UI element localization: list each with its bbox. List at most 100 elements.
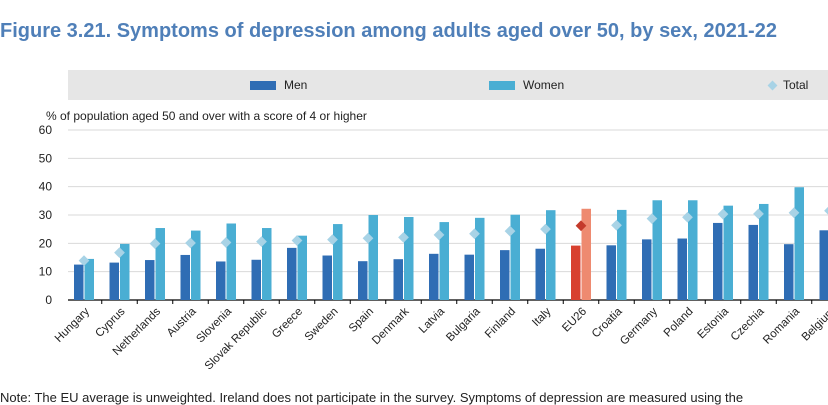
bar-women [759,203,769,300]
bar-women [368,215,378,300]
marker-total [362,232,374,244]
marker-total [788,207,800,219]
bar-men [429,253,439,300]
bar-women [191,230,201,300]
bar-women [120,243,130,300]
y-tick-label: 30 [39,208,53,222]
legend-swatch-women [489,80,515,90]
x-tick-label: Greece [270,306,305,341]
bar-men [216,261,226,300]
bar-men [322,255,332,300]
bar-men [606,245,616,300]
bar-men [251,259,261,300]
x-tick-label: Latvia [417,305,448,336]
bar-women [652,200,662,300]
marker-total [398,232,409,243]
marker-total [327,234,338,246]
bar-men [784,244,794,300]
bar-men [748,224,758,300]
bar-men [109,262,119,300]
x-tick-label: Finland [483,306,518,341]
legend-item-women: Women [489,70,564,100]
marker-total [149,238,161,249]
marker-total [540,223,551,235]
bar-women [262,228,272,300]
y-tick-label: 60 [39,123,53,137]
y-tick-label: 40 [39,180,53,194]
marker-total [256,236,267,248]
marker-total [575,220,587,232]
x-tick-label: Belgium [800,306,828,344]
x-tick-label: Estonia [696,305,732,341]
bar-women [226,223,236,300]
bar-women [510,214,520,300]
bar-women [84,258,94,300]
x-tick-label: Austria [165,305,199,339]
bar-women [439,222,449,300]
bar-women [581,208,591,300]
marker-total [646,213,658,225]
bar-men [464,254,474,300]
marker-total [824,205,828,217]
chart-legend: Men Women Total [68,70,828,100]
bar-men [74,264,84,300]
y-tick-label: 10 [39,265,53,279]
bar-women [617,209,627,300]
bar-women [297,235,307,300]
x-tick-label: Slovak Republic [203,305,270,372]
legend-swatch-men [250,80,276,90]
marker-total [114,247,125,259]
y-axis-label: % of population aged 50 and over with a … [46,109,367,123]
bar-women [404,216,414,300]
x-tick-label: Hungary [53,305,92,344]
x-tick-label: Bulgaria [444,305,483,344]
bar-men [819,230,828,300]
y-tick-label: 0 [45,293,52,307]
x-tick-label: Poland [662,306,696,340]
x-tick-label: Denmark [370,305,412,347]
marker-total [185,237,196,249]
legend-label-men: Men [284,78,308,92]
legend-label-total: Total [783,78,809,92]
y-tick-label: 20 [39,236,53,250]
bar-women [333,224,343,300]
legend-label-women: Women [523,78,565,92]
bar-women [475,217,485,300]
bar-women [546,210,556,300]
marker-total [291,235,303,246]
marker-total [753,208,764,220]
x-tick-label: Romania [761,305,802,346]
legend-item-men: Men [250,70,307,100]
bar-women [155,228,165,300]
marker-total [433,229,445,241]
bar-men [145,260,155,300]
bar-men [500,250,510,300]
bar-men [571,245,581,300]
bar-women [794,187,804,300]
figure-note: Note: The EU average is unweighted. Irel… [0,390,744,405]
y-tick-label: 50 [39,151,53,165]
bar-men [393,259,403,300]
x-tick-label: Cyprus [93,305,127,339]
marker-total [469,228,480,240]
x-tick-label: Croatia [590,305,625,340]
x-tick-label: Spain [347,306,376,335]
bar-women [723,205,733,300]
bar-men [358,261,368,300]
marker-total [682,211,693,223]
bar-men [287,247,297,300]
x-tick-label: EU26 [560,306,589,335]
legend-item-total: Total [767,70,809,100]
x-tick-label: Sweden [303,306,341,344]
figure-title: Figure 3.21. Symptoms of depression amon… [0,20,777,42]
bar-men [642,239,652,300]
bar-men [535,248,545,300]
bar-men [713,222,723,300]
marker-total [611,219,622,231]
bar-women [688,200,698,300]
bar-men [677,238,687,300]
x-tick-label: Germany [618,305,660,347]
marker-total [220,237,232,248]
bar-men [180,254,190,300]
